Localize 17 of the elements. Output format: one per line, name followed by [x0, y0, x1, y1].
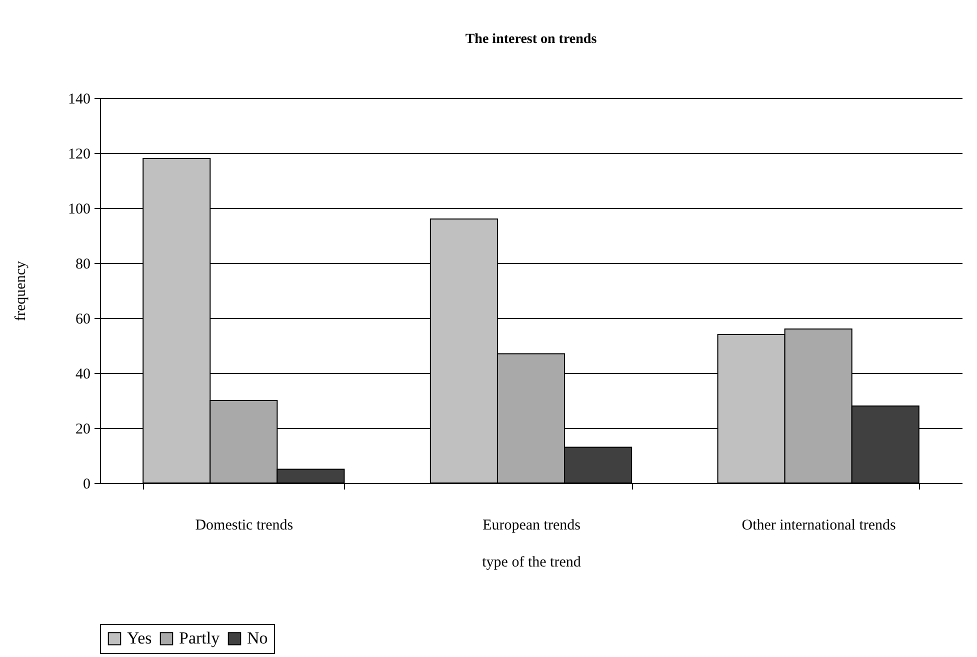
y-tick-label: 140 [68, 92, 90, 108]
y-tick-label: 80 [76, 256, 90, 272]
x-tick-label: Other international trends [742, 518, 896, 534]
legend-label: No [247, 628, 268, 648]
y-tick-label: 120 [68, 146, 90, 162]
legend-label: Partly [179, 628, 220, 648]
y-tick-label: 60 [76, 312, 90, 328]
y-tick-label: 0 [83, 476, 90, 492]
y-tick-label: 40 [76, 366, 90, 382]
x-axis-title: type of the trend [482, 554, 582, 570]
legend-label: Yes [127, 628, 152, 648]
y-tick-label: 20 [76, 422, 90, 438]
x-tick-label: European trends [482, 518, 581, 534]
chart-title: The interest on trends [465, 32, 598, 47]
y-tick-label: 100 [68, 202, 90, 218]
x-tick-label: Domestic trends [195, 518, 294, 534]
y-axis-title: frequency [13, 260, 29, 321]
